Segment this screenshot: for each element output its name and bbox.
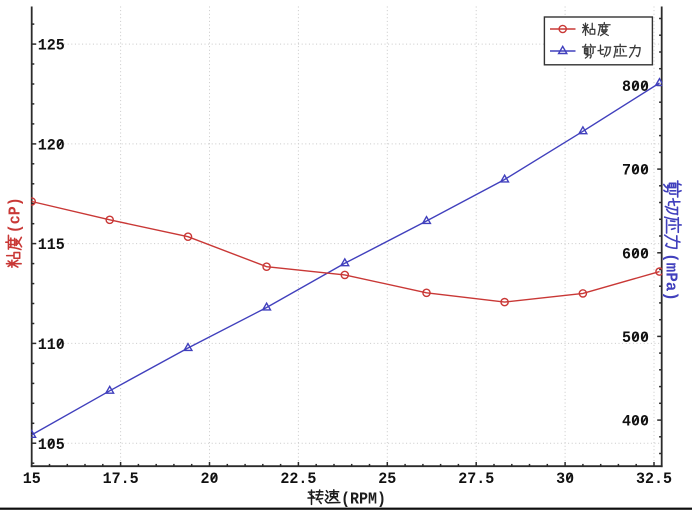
svg-text:15: 15	[23, 470, 41, 488]
svg-text:32.5: 32.5	[636, 470, 672, 488]
svg-text:(cP): (cP)	[6, 197, 25, 233]
svg-text:17.5: 17.5	[103, 470, 139, 488]
svg-text:120: 120	[38, 137, 65, 155]
svg-text:105: 105	[38, 436, 65, 454]
svg-text:25: 25	[378, 470, 396, 488]
svg-text:(RPM): (RPM)	[341, 489, 386, 508]
svg-text:(mPa): (mPa)	[661, 253, 680, 301]
svg-text:400: 400	[622, 413, 649, 431]
svg-text:110: 110	[38, 336, 65, 354]
svg-text:27.5: 27.5	[458, 470, 494, 488]
svg-text:125: 125	[38, 37, 65, 55]
svg-text:30: 30	[556, 470, 574, 488]
svg-text:115: 115	[38, 236, 65, 254]
svg-text:500: 500	[622, 329, 649, 347]
svg-text:20: 20	[201, 470, 219, 488]
svg-text:800: 800	[622, 78, 649, 96]
svg-text:700: 700	[622, 162, 649, 180]
svg-text:600: 600	[622, 245, 649, 263]
svg-text:22.5: 22.5	[280, 470, 316, 488]
